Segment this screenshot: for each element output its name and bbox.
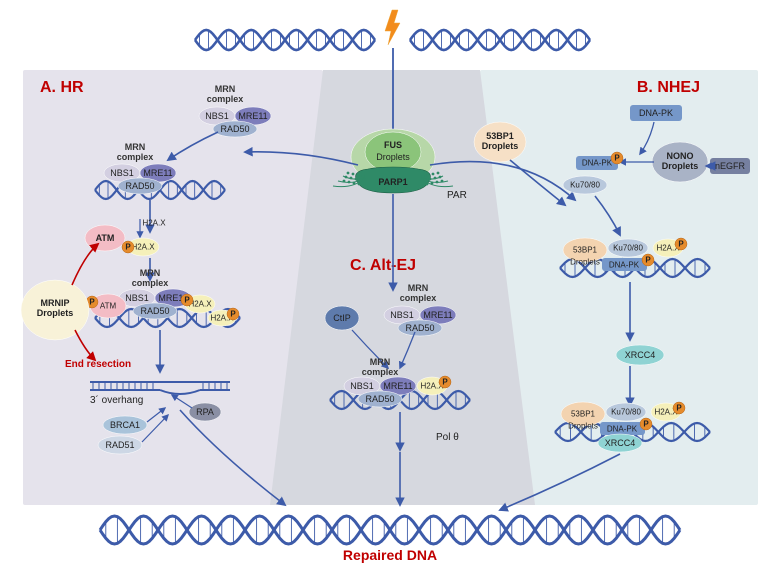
svg-text:CtIP: CtIP	[333, 313, 351, 323]
svg-text:NONODroplets: NONODroplets	[662, 151, 699, 171]
svg-text:Ku70/80: Ku70/80	[570, 181, 600, 190]
svg-text:PARP1: PARP1	[378, 177, 407, 187]
svg-text:53BP1: 53BP1	[571, 410, 596, 419]
svg-text:NBS1: NBS1	[125, 293, 149, 303]
svg-text:P: P	[442, 378, 448, 387]
panel-a-title: A. HR	[40, 79, 84, 96]
svg-text:NBS1: NBS1	[390, 310, 414, 320]
svg-text:NBS1: NBS1	[205, 111, 229, 121]
svg-text:ATM: ATM	[96, 233, 115, 243]
svg-text:MRNIPDroplets: MRNIPDroplets	[37, 298, 74, 318]
svg-text:End resection: End resection	[65, 359, 131, 370]
svg-text:RPA: RPA	[196, 407, 214, 417]
svg-text:ATM: ATM	[100, 302, 117, 311]
svg-text:P: P	[643, 420, 649, 429]
repaired-label: Repaired DNA	[343, 547, 437, 563]
svg-text:Ku70/80: Ku70/80	[611, 408, 641, 417]
svg-text:MRE11: MRE11	[383, 381, 412, 391]
svg-text:Droplets: Droplets	[570, 258, 600, 267]
svg-text:P: P	[125, 243, 131, 252]
svg-text:RAD50: RAD50	[365, 394, 394, 404]
svg-text:RAD50: RAD50	[125, 181, 154, 191]
svg-text:Droplets: Droplets	[376, 152, 410, 162]
svg-text:BRCA1: BRCA1	[110, 420, 140, 430]
svg-text:DNA-PK: DNA-PK	[607, 425, 638, 434]
svg-text:P: P	[89, 298, 95, 307]
svg-text:Droplets: Droplets	[568, 422, 598, 431]
svg-text:RAD50: RAD50	[140, 306, 169, 316]
svg-text:RAD50: RAD50	[220, 124, 249, 134]
svg-text:H2A.X: H2A.X	[131, 243, 155, 252]
svg-text:nEGFR: nEGFR	[715, 161, 746, 171]
svg-text:P: P	[676, 404, 682, 413]
lightning-icon	[385, 10, 400, 45]
svg-text:53BP1: 53BP1	[573, 246, 598, 255]
svg-text:RAD50: RAD50	[405, 323, 434, 333]
svg-text:DNA-PK: DNA-PK	[639, 108, 673, 118]
svg-text:Pol θ: Pol θ	[436, 432, 459, 443]
svg-text:RAD51: RAD51	[105, 440, 134, 450]
svg-text:FUS: FUS	[384, 140, 402, 150]
svg-text:XRCC4: XRCC4	[605, 438, 636, 448]
svg-text:NBS1: NBS1	[350, 381, 374, 391]
svg-text:DNA-PK: DNA-PK	[582, 159, 613, 168]
svg-text:NBS1: NBS1	[110, 168, 134, 178]
svg-text:XRCC4: XRCC4	[625, 350, 656, 360]
svg-text:P: P	[230, 310, 236, 319]
repaired-dna: Repaired DNA	[100, 516, 680, 563]
panel-b-title: B. NHEJ	[637, 79, 700, 96]
svg-text:P: P	[678, 240, 684, 249]
svg-text:MRE11: MRE11	[143, 168, 172, 178]
svg-text:P: P	[614, 154, 620, 163]
svg-text:P: P	[645, 256, 651, 265]
svg-text:53BP1Droplets: 53BP1Droplets	[482, 131, 519, 151]
svg-text:PAR: PAR	[447, 190, 467, 201]
svg-text:MRE11: MRE11	[423, 310, 452, 320]
svg-text:H2A.X: H2A.X	[142, 219, 166, 228]
svg-text:3´ overhang: 3´ overhang	[90, 394, 143, 406]
panel-c-title: C. Alt-EJ	[350, 257, 416, 274]
svg-text:Ku70/80: Ku70/80	[613, 244, 643, 253]
svg-text:DNA-PK: DNA-PK	[609, 261, 640, 270]
svg-text:P: P	[184, 296, 190, 305]
svg-text:MRE11: MRE11	[238, 111, 267, 121]
